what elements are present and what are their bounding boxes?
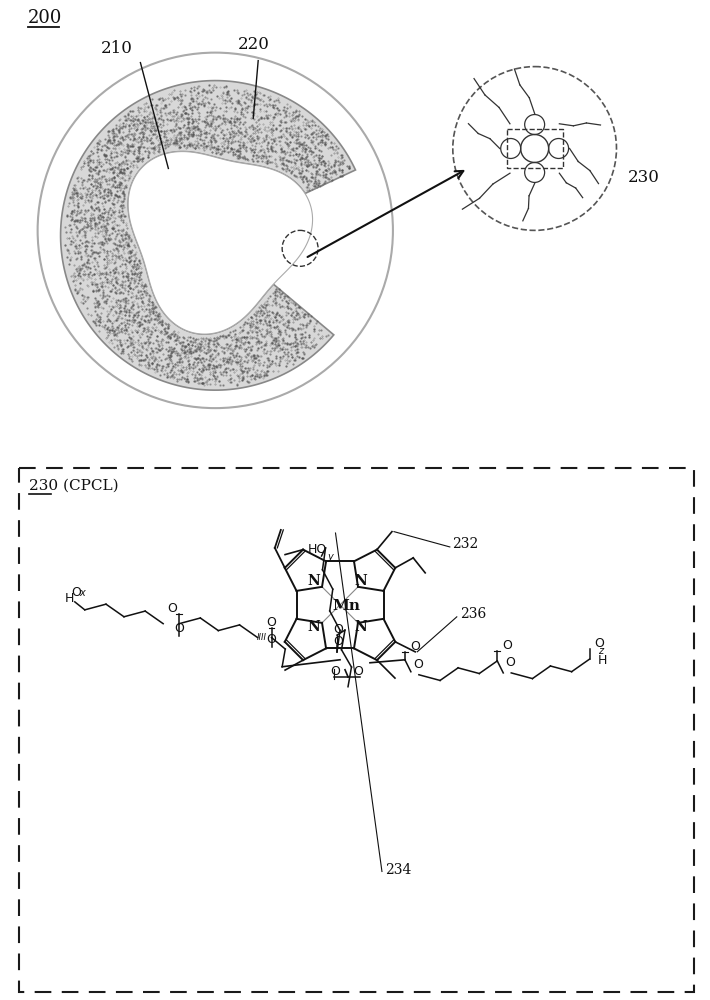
Text: O: O [333,623,343,636]
Text: N: N [307,574,320,588]
Text: O: O [330,665,340,678]
Text: 200: 200 [28,9,62,27]
Text: O: O [506,656,515,669]
Text: O: O [174,622,184,635]
Text: 236: 236 [460,607,486,621]
Text: O: O [413,658,422,671]
Text: H: H [65,592,74,605]
Bar [507,129,562,168]
Text: 230 (CPCL): 230 (CPCL) [28,479,119,493]
Text: O: O [71,586,81,599]
Text: N: N [355,620,367,634]
Text: z: z [598,646,603,656]
Text: x: x [79,588,84,598]
Text: O: O [266,633,276,646]
Text: O: O [266,616,276,629]
Polygon shape [60,81,356,390]
Text: 234: 234 [385,863,411,877]
Circle shape [453,67,616,230]
Polygon shape [129,152,312,334]
Text: HO: HO [307,543,327,556]
Text: O: O [594,637,604,650]
Text: 232: 232 [452,537,478,551]
Text: H: H [598,654,607,667]
Text: y: y [327,552,333,562]
Text: O: O [502,639,512,652]
Bar [18,468,694,992]
Text: N: N [355,574,367,588]
Text: IIII: IIII [257,633,267,642]
Text: O: O [333,635,343,648]
Text: O: O [167,602,177,615]
Text: O: O [353,665,363,678]
Text: N: N [307,620,320,634]
Text: 210: 210 [101,40,132,57]
Text: 220: 220 [239,36,270,53]
Text: Mn: Mn [332,599,360,613]
Text: 230: 230 [628,169,660,186]
Text: O: O [410,640,420,653]
